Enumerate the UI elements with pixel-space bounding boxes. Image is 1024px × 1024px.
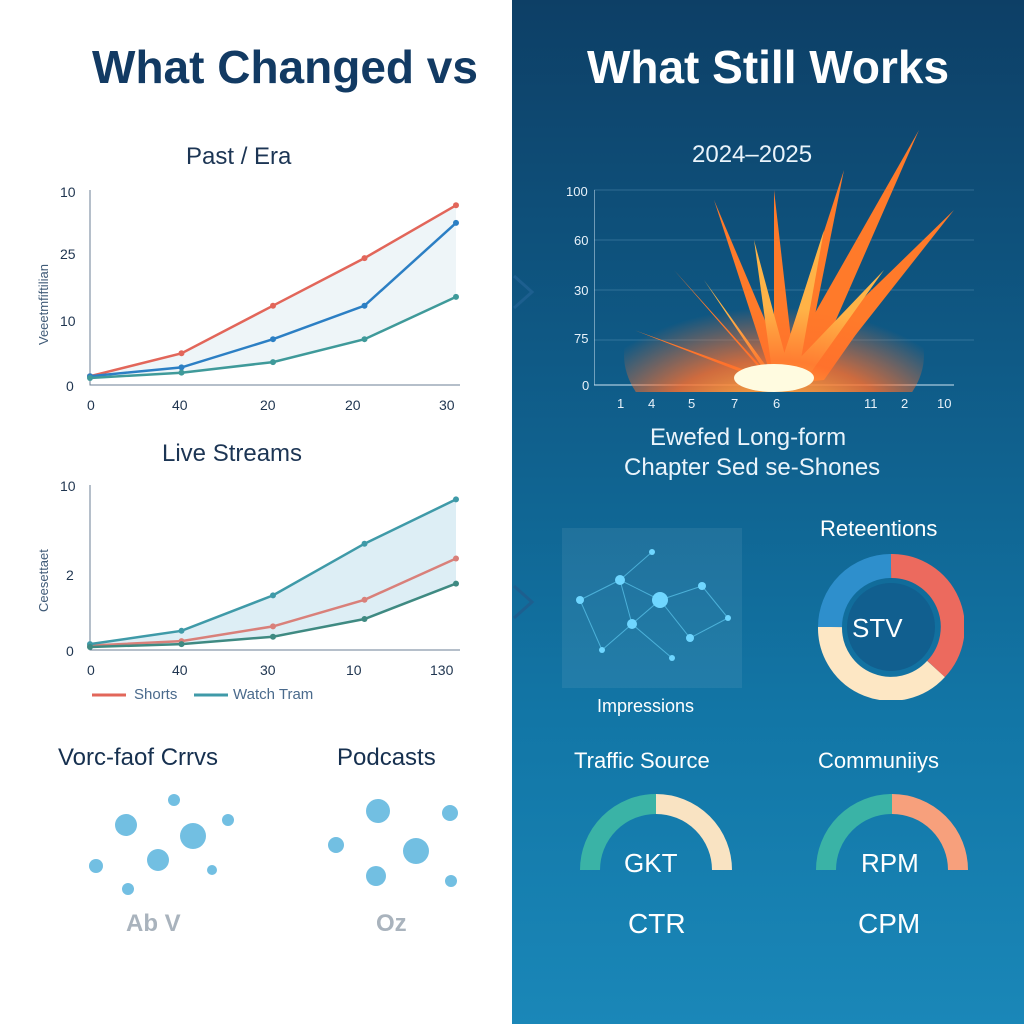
chart1-ytick: 0 <box>66 378 74 394</box>
retention-title: Reteentions <box>820 516 938 541</box>
bubble-cluster-icon <box>89 794 458 895</box>
data-point <box>87 374 93 381</box>
chevron-right-icon <box>513 584 535 620</box>
burst-xtick: 10 <box>937 396 952 411</box>
chart2-ytick: 2 <box>66 567 74 583</box>
data-point <box>453 219 459 226</box>
retention-center: STV <box>852 613 903 643</box>
chart1-xtick: 20 <box>260 397 276 413</box>
gauge1-label: CTR <box>628 908 686 939</box>
legend-shorts: Shorts <box>134 686 178 703</box>
bubbles-title-2: Podcasts <box>337 744 436 771</box>
data-point <box>178 641 185 648</box>
data-point <box>270 633 276 640</box>
chart-band <box>90 205 456 378</box>
chart2-xtick: 0 <box>87 662 95 678</box>
data-point <box>453 555 459 562</box>
data-point <box>361 302 368 309</box>
burst-ytick: 30 <box>574 283 589 298</box>
burst-ytick: 60 <box>574 233 589 248</box>
data-point <box>361 616 368 622</box>
burst-xtick: 11 <box>864 396 878 411</box>
burst-title: 2024–2025 <box>692 141 813 168</box>
chart-axis <box>89 190 460 386</box>
data-point <box>361 255 368 262</box>
burst-caption-1: Ewefed Long-form <box>650 424 847 451</box>
chart2-plot <box>87 485 460 651</box>
chart1-ytick: 25 <box>60 246 76 262</box>
gauge2-title: Communiiys <box>818 748 940 773</box>
chart1-xtick: 30 <box>439 397 455 413</box>
legend-swatch-shorts <box>92 693 126 697</box>
data-point <box>361 596 368 603</box>
chart2-xtick: 10 <box>346 662 362 678</box>
legend-watch: Watch Tram <box>233 686 314 703</box>
bubbles-title-1: Vorc-faof Crrvs <box>58 744 219 771</box>
bubbles-label-1: Ab V <box>126 910 181 937</box>
data-point <box>87 644 93 651</box>
data-point <box>270 336 276 343</box>
gauge1-title: Traffic Source <box>574 748 710 773</box>
data-point <box>270 359 276 366</box>
data-point <box>361 540 368 547</box>
network-graph-icon <box>576 549 731 661</box>
gauge1-icon <box>580 794 732 871</box>
burst-xtick: 4 <box>648 396 656 411</box>
data-point <box>453 293 459 300</box>
data-point <box>178 364 185 371</box>
chart2-xtick: 130 <box>430 662 454 678</box>
network-card <box>562 528 742 688</box>
chart-band <box>90 499 456 647</box>
chart2-xtick: 40 <box>172 662 188 678</box>
bubbles-label-2: Oz <box>376 910 407 937</box>
chart1-title: Past / Era <box>186 143 292 170</box>
chart1-xtick: 40 <box>172 397 188 413</box>
burst-xtick: 1 <box>617 396 625 411</box>
gauge2-center: RPM <box>861 848 919 878</box>
gauge1-center: GKT <box>624 848 678 878</box>
chart1-xtick: 20 <box>345 397 361 413</box>
data-point <box>178 350 185 357</box>
burst-ytick: 75 <box>574 331 589 346</box>
chart1-plot <box>87 190 460 386</box>
chart1-ytick: 10 <box>60 184 76 200</box>
data-point <box>453 496 459 503</box>
chart1-ytick: 10 <box>60 313 76 329</box>
chart2-xtick: 30 <box>260 662 276 678</box>
burst-xtick: 2 <box>901 396 909 411</box>
gauge2-label: CPM <box>858 908 921 939</box>
gauge2-icon <box>816 794 968 871</box>
chart1-xtick: 0 <box>87 397 95 413</box>
burst-xtick: 5 <box>688 396 696 411</box>
data-point <box>361 336 368 343</box>
legend-swatch-watch <box>194 693 228 697</box>
burst-plot <box>594 130 974 392</box>
data-point <box>178 369 185 376</box>
burst-caption-2: Chapter Sed se-Shones <box>624 454 881 481</box>
data-point <box>178 627 185 634</box>
data-point <box>453 580 459 587</box>
chevron-right-icon <box>513 274 535 310</box>
retention-donut <box>818 554 964 700</box>
network-label: Impressions <box>597 696 695 716</box>
data-point <box>270 592 276 599</box>
chart2-ylabel: Ceesettaet <box>36 549 51 612</box>
data-point <box>453 202 459 209</box>
burst-ytick: 0 <box>582 378 590 393</box>
chart2-title: Live Streams <box>162 440 303 467</box>
data-point <box>270 623 276 630</box>
chart2-ytick: 0 <box>66 643 74 659</box>
data-point <box>270 302 276 309</box>
burst-ytick: 100 <box>566 184 588 199</box>
chart2-ytick: 10 <box>60 478 76 494</box>
burst-xtick: 6 <box>773 396 781 411</box>
chart1-ylabel: Veeetmfiftilian <box>36 264 51 345</box>
burst-xtick: 7 <box>731 396 739 411</box>
title-right: What Still Works <box>586 41 950 93</box>
title-left: What Changed vs <box>92 41 478 93</box>
